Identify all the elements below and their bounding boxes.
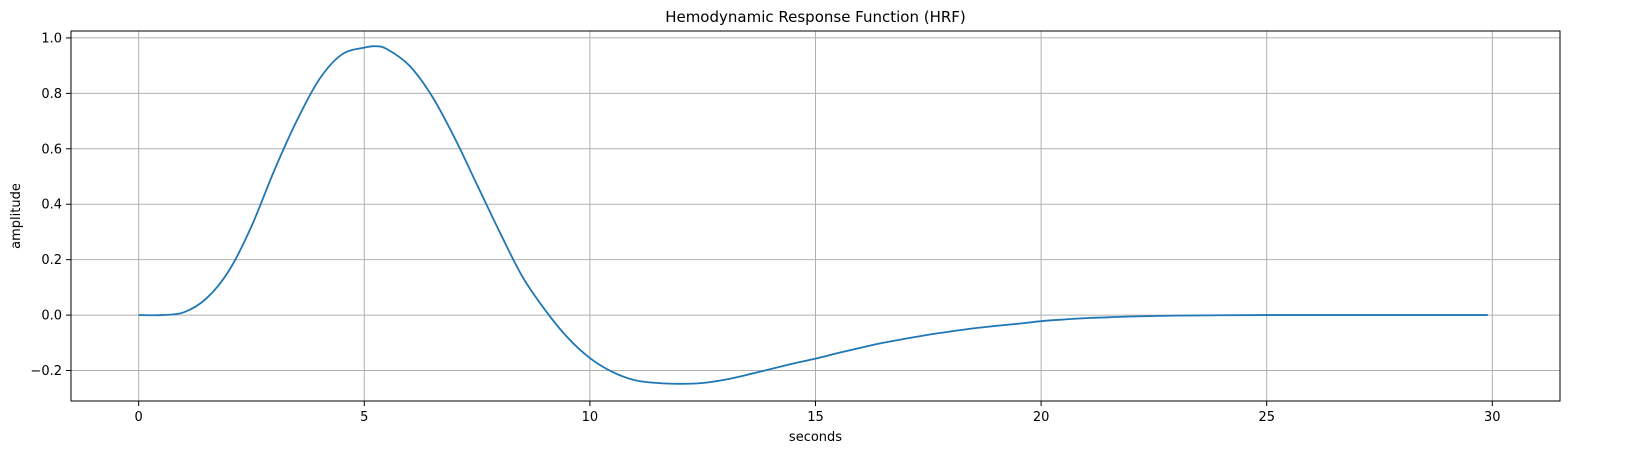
x-tick-label: 0 <box>135 410 143 425</box>
x-tick-label: 10 <box>582 410 599 425</box>
plot-area <box>138 45 1488 385</box>
x-axis-title: seconds <box>789 430 842 445</box>
y-tick-label: 0.2 <box>41 253 62 268</box>
y-tick-label: 0.6 <box>41 142 62 157</box>
x-tick-label: 25 <box>1258 410 1275 425</box>
chart-title: Hemodynamic Response Function (HRF) <box>665 8 966 26</box>
x-tick-label: 15 <box>807 410 824 425</box>
y-axis-title: amplitude <box>9 183 24 249</box>
y-tick-label: 0.8 <box>41 87 62 102</box>
hrf-line <box>138 45 1488 385</box>
y-tick-label: 1.0 <box>41 31 62 46</box>
y-tick-label: 0.0 <box>41 309 62 324</box>
y-tick-label: 0.4 <box>41 198 62 213</box>
ticks: 0 5 10 15 20 25 30 −0.2 0.0 0.2 0.4 0.6 0.8 1.0 <box>30 31 1500 425</box>
x-tick-label: 30 <box>1484 410 1501 425</box>
y-tick-label: −0.2 <box>30 364 62 379</box>
x-tick-label: 20 <box>1033 410 1050 425</box>
grid <box>71 31 1560 401</box>
x-tick-label: 5 <box>360 410 368 425</box>
